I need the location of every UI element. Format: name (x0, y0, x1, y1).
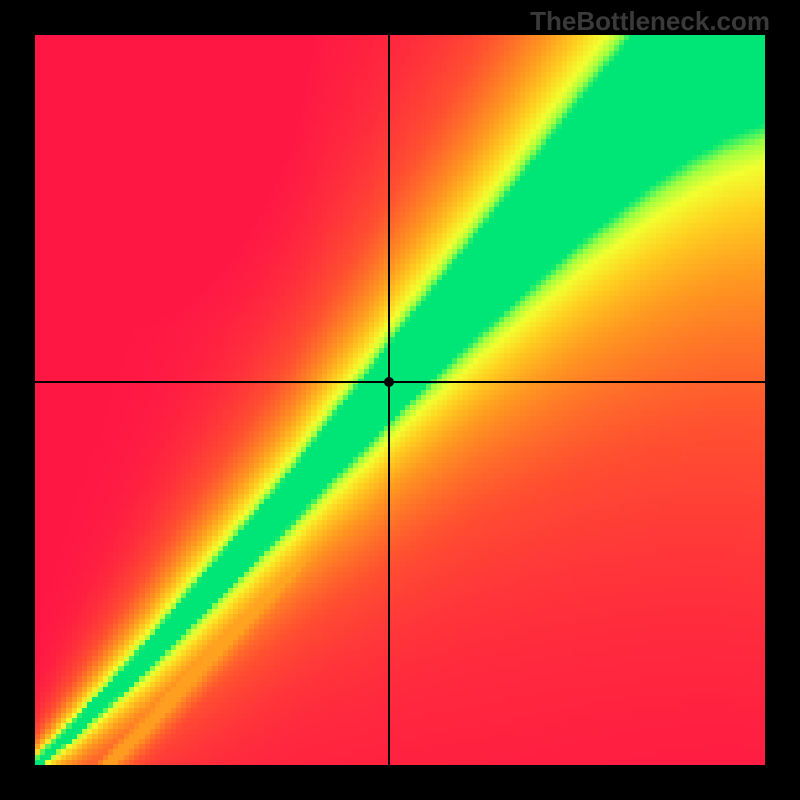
bottleneck-heatmap (35, 35, 765, 765)
crosshair-vertical (388, 35, 390, 765)
crosshair-dot (384, 377, 394, 387)
watermark-text: TheBottleneck.com (530, 6, 770, 37)
chart-container: TheBottleneck.com (0, 0, 800, 800)
crosshair-horizontal (35, 381, 765, 383)
